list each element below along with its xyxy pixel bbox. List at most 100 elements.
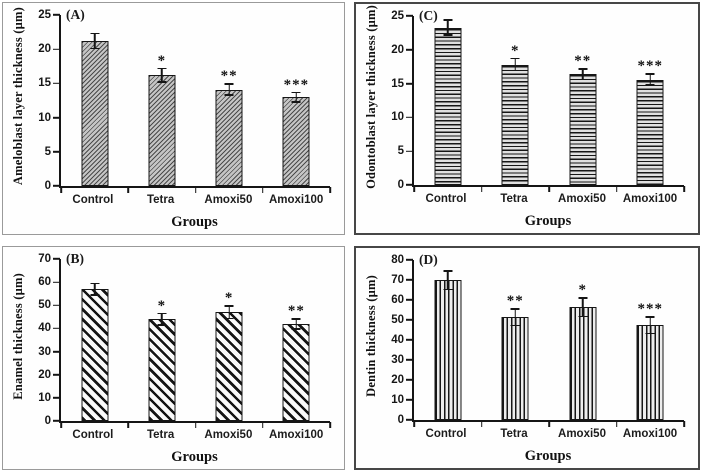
x-tick-mark	[683, 186, 685, 192]
error-bar-cap-top	[578, 297, 588, 299]
error-bar-cap-top	[578, 68, 588, 70]
bar-slot-tetra: *	[128, 15, 195, 186]
category-label-amoxi100: Amoxi100	[622, 428, 678, 440]
bar-control	[81, 41, 109, 186]
error-bar-cap-bottom	[443, 288, 453, 290]
error-bar	[443, 19, 453, 36]
bar-slot-amoxi100: ***	[617, 16, 685, 185]
error-bar	[645, 73, 655, 86]
error-bar-line	[161, 312, 163, 326]
error-bar	[90, 282, 100, 296]
plot-area-d: (D) 0 10 20 30 40 50 60 70 80 ** * ***	[391, 252, 685, 427]
y-tick-label: 5	[397, 145, 404, 158]
significance-stars: *	[157, 52, 167, 69]
category-label-amoxi50: Amoxi50	[558, 428, 606, 440]
y-tick-mark	[53, 258, 60, 260]
error-bar-cap-bottom	[645, 84, 655, 86]
x-axis-title: Groups	[524, 213, 572, 229]
y-tick-label: 10	[38, 111, 51, 124]
x-axis-title: Groups	[171, 214, 218, 230]
error-bar-cap-top	[510, 57, 520, 60]
category-label-tetra: Tetra	[500, 193, 528, 205]
error-bar-cap-bottom	[291, 328, 301, 330]
y-tick-label: 70	[38, 253, 51, 265]
y-tick-label: 70	[391, 274, 404, 286]
bar-slots: ******	[414, 16, 684, 185]
error-bar	[224, 83, 234, 96]
error-bar-cap-bottom	[90, 47, 100, 50]
y-axis-title: Dentin thickness (µm)	[359, 248, 383, 424]
y-tick-label: 50	[391, 314, 404, 326]
x-tick-mark	[413, 186, 415, 192]
y-tick-mark	[53, 281, 60, 283]
bar-tetra	[148, 75, 176, 186]
error-bar-cap-bottom	[224, 94, 234, 96]
x-tick-mark	[127, 422, 130, 428]
bar-slots: * * **	[61, 259, 330, 421]
y-tick-label: 5	[44, 145, 51, 158]
error-bar-cap-top	[443, 19, 453, 21]
bar-slot-tetra: *	[482, 16, 550, 185]
bar-slot-amoxi100: **	[263, 259, 330, 421]
error-bar-cap-bottom	[578, 315, 588, 317]
bar-amoxi100	[636, 325, 664, 420]
significance-stars: **	[574, 53, 592, 70]
bar-slot-tetra: *	[128, 259, 195, 421]
x-tick-mark	[615, 186, 618, 192]
error-bar-line	[228, 83, 230, 96]
bar-control	[434, 280, 462, 420]
y-tick-mark	[53, 420, 60, 422]
significance-stars: **	[287, 303, 305, 320]
error-bar	[645, 316, 655, 334]
x-tick-mark	[261, 422, 264, 428]
y-tick-label: 80	[391, 254, 404, 266]
error-bar	[578, 297, 588, 317]
bar-tetra	[501, 64, 529, 185]
category-label-control: Control	[72, 194, 114, 206]
error-bar-line	[447, 19, 449, 36]
category-label-amoxi100: Amoxi100	[268, 194, 324, 206]
y-tick-label: 0	[397, 179, 404, 191]
error-bar-cap-top	[90, 282, 100, 285]
error-bar	[291, 91, 301, 103]
error-bar-line	[295, 91, 298, 103]
significance-stars: *	[511, 42, 520, 59]
y-tick-label: 0	[44, 180, 51, 192]
bar-tetra	[501, 317, 529, 420]
error-bar-cap-top	[645, 73, 655, 75]
y-tick-mark	[406, 49, 413, 51]
significance-stars: ***	[637, 301, 663, 317]
y-tick-mark	[406, 150, 413, 152]
x-tick-mark	[548, 421, 550, 427]
panel-letter-d: (D)	[419, 252, 438, 267]
y-tick-label: 15	[391, 77, 404, 90]
panel-letter-a: (A)	[66, 7, 85, 22]
x-tick-mark	[480, 186, 483, 192]
panel-letter-b: (B)	[66, 251, 84, 266]
chart-panel-a: Ameloblast layer thickness (µm) (A) 0 5 10 15…	[2, 2, 345, 235]
y-tick-label: 25	[391, 10, 404, 22]
y-tick-mark	[406, 279, 413, 281]
y-tick-mark	[53, 48, 60, 50]
x-tick-mark	[413, 421, 415, 427]
category-label-tetra: Tetra	[500, 428, 528, 440]
error-bar-line	[295, 318, 298, 330]
y-axis-title: Enamel thickness (µm)	[6, 247, 30, 425]
significance-stars: *	[157, 297, 167, 314]
error-bar-cap-bottom	[291, 101, 301, 103]
y-tick-mark	[406, 116, 413, 119]
bar-slot-control	[414, 260, 482, 420]
y-tick-label: 20	[38, 368, 51, 381]
y-tick-label: 10	[391, 394, 404, 406]
x-tick-mark	[329, 422, 331, 428]
error-bar-line	[514, 57, 516, 72]
error-bar-cap-top	[645, 316, 655, 318]
category-label-tetra: Tetra	[146, 194, 175, 206]
y-tick-label: 30	[391, 354, 404, 366]
chart-panel-c: Odontoblast layer thickness (µm) (C) 0 5 10 1…	[354, 2, 700, 235]
y-axis-title-text: Ameloblast layer thickness (µm)	[10, 7, 25, 186]
y-tick-label: 20	[391, 43, 404, 56]
y-tick-mark	[406, 359, 413, 361]
y-axis-title-text: Dentin thickness (µm)	[363, 275, 378, 397]
